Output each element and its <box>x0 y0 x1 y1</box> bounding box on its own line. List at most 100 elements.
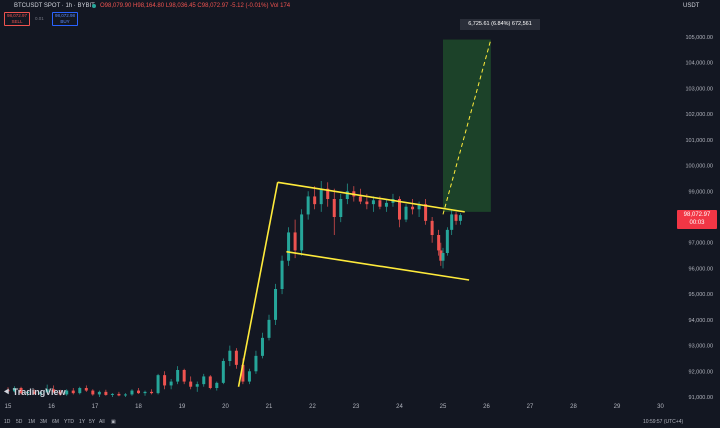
candle-body <box>45 389 49 393</box>
candle-body <box>365 201 369 205</box>
clock[interactable]: 10:59:57 (UTC+4) <box>643 419 684 425</box>
sell-price: 98,072.97 <box>6 13 28 18</box>
calendar-icon[interactable]: ▣ <box>111 419 116 425</box>
range-3m[interactable]: 3M <box>40 419 47 425</box>
time-axis: 15 16 17 18 19 20 21 22 23 24 25 26 27 28 29 30 <box>5 404 665 410</box>
price-tick-label: 100,000.00 <box>685 164 713 170</box>
buy-price: 98,072.98 <box>54 13 76 18</box>
candle-body <box>241 364 245 382</box>
price-tick-label: 93,000.00 <box>689 344 713 350</box>
candle-body <box>247 371 251 382</box>
range-5y[interactable]: 5Y <box>89 419 96 425</box>
pattern-lines <box>237 39 492 387</box>
projection-line <box>442 39 492 215</box>
candle-body <box>398 199 401 220</box>
candle-body <box>332 199 336 217</box>
time-tick-label: 19 <box>179 404 186 410</box>
price-tick-label: 103,000.00 <box>685 86 713 92</box>
time-tick-label: 26 <box>483 404 490 410</box>
time-tick-label: 24 <box>396 404 403 410</box>
candle-body <box>130 390 134 395</box>
candle-body <box>215 382 219 388</box>
price-tick-label: 92,000.00 <box>689 369 713 375</box>
flag-bottom-line <box>286 250 470 281</box>
candle-body <box>169 381 173 386</box>
candle-body <box>84 388 88 391</box>
currency-selector[interactable]: USDT <box>683 3 700 9</box>
candle-body <box>384 202 388 207</box>
last-price-tag: 98,072.97 00:03 <box>677 210 717 229</box>
last-price: 98,072.97 <box>683 212 711 218</box>
candle-body <box>163 375 167 386</box>
candle-body <box>195 384 199 387</box>
candle-body <box>404 206 408 220</box>
time-tick-label: 21 <box>266 404 273 410</box>
candle-body <box>52 389 56 392</box>
time-tick-label: 18 <box>135 404 142 410</box>
candle-body <box>274 289 278 320</box>
tradingview-logo[interactable]: ⯇ TradingView <box>3 387 66 398</box>
range-all[interactable]: All <box>99 419 105 425</box>
candles <box>6 181 462 397</box>
candle-body <box>65 390 69 395</box>
sell-button[interactable]: 98,072.97 SELL <box>4 12 30 26</box>
range-5d[interactable]: 5D <box>16 419 23 425</box>
range-1m[interactable]: 1M <box>28 419 35 425</box>
bar-countdown: 00:03 <box>689 220 705 226</box>
candle-body <box>137 390 140 394</box>
candle-body <box>345 191 349 199</box>
time-tick-label: 27 <box>527 404 534 410</box>
candle-body <box>78 388 82 394</box>
candle-body <box>58 391 62 395</box>
candle-body <box>6 389 10 392</box>
candle-body <box>458 215 462 221</box>
candle-body <box>91 390 95 395</box>
time-tick-label: 15 <box>5 404 12 410</box>
candle-body <box>424 204 428 221</box>
price-tick-label: 97,000.00 <box>689 241 713 247</box>
candle-body <box>143 391 147 394</box>
symbol-title[interactable]: BTCUSDT SPOT · 1h · BYBIT <box>14 3 95 9</box>
candle-body <box>430 220 434 235</box>
candle-body <box>32 391 36 394</box>
measure-label: 6,725.61 (6.84%) 672,561 <box>460 19 540 30</box>
spread-value: 0.01 <box>35 16 44 21</box>
candle-body <box>326 188 330 199</box>
buy-button[interactable]: 98,072.98 BUY <box>52 12 78 26</box>
candle-body <box>104 391 108 395</box>
flagpole-line <box>237 182 279 387</box>
candle-body <box>228 350 232 361</box>
candle-body <box>117 393 121 396</box>
sell-label: SELL <box>11 18 23 24</box>
candle-body <box>293 232 297 251</box>
range-1d[interactable]: 1D <box>4 419 11 425</box>
tradingview-logo-icon: ⯇ <box>3 387 11 397</box>
candle-body <box>437 235 441 251</box>
candle-body <box>182 370 186 382</box>
candle-body <box>441 253 445 261</box>
price-tick-label: 101,000.00 <box>685 138 713 144</box>
flag-top-line <box>277 181 465 213</box>
ohlc-values: O98,079.90 H98,164.80 L98,036.45 C98,072… <box>100 3 291 9</box>
candle-body <box>339 199 343 217</box>
candle-body <box>156 375 160 394</box>
candle-body <box>150 391 154 394</box>
price-tick-label: 94,000.00 <box>689 318 713 324</box>
candle-body <box>13 388 17 392</box>
market-open-icon <box>92 4 96 8</box>
time-tick-label: 25 <box>440 404 447 410</box>
candle-body <box>411 206 415 210</box>
time-tick-label: 17 <box>92 404 99 410</box>
range-1y[interactable]: 1Y <box>79 419 86 425</box>
time-tick-label: 28 <box>570 404 577 410</box>
price-tick-label: 104,000.00 <box>685 61 713 67</box>
time-tick-label: 30 <box>657 404 664 410</box>
candle-body <box>202 376 206 385</box>
range-ytd[interactable]: YTD <box>64 419 74 425</box>
candle-body <box>371 200 375 205</box>
candle-body <box>313 196 317 205</box>
candle-body <box>267 319 271 338</box>
candle-body <box>234 350 238 365</box>
range-6m[interactable]: 6M <box>52 419 59 425</box>
